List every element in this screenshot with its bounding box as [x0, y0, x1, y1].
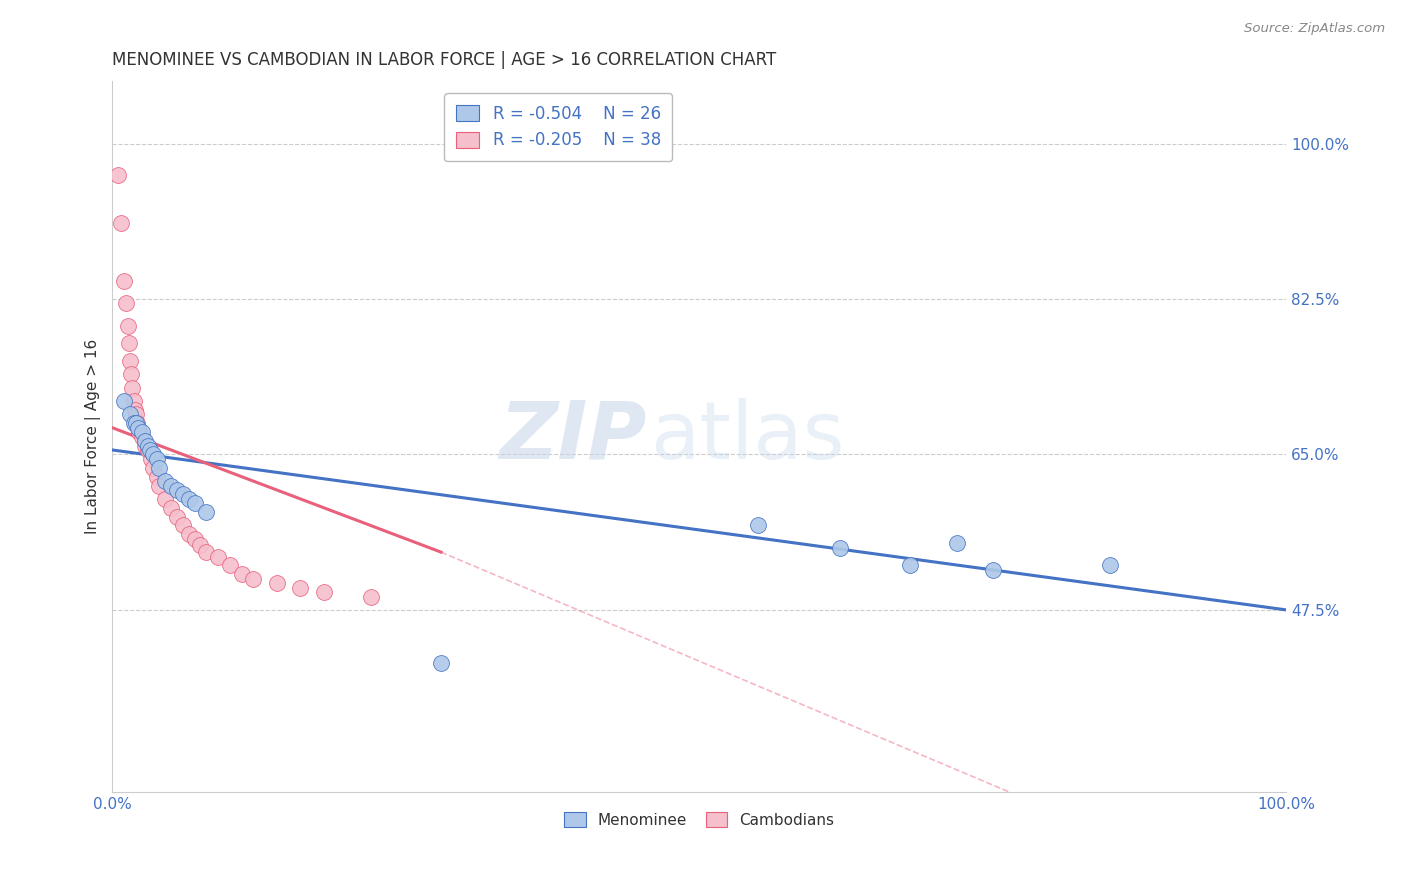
Point: [127, 421, 149, 435]
Point: [218, 558, 240, 573]
Point: [430, 656, 453, 670]
Point: [142, 447, 165, 461]
Point: [120, 368, 142, 382]
Point: [136, 438, 159, 452]
Point: [146, 451, 169, 466]
Point: [148, 460, 170, 475]
Point: [110, 217, 132, 231]
Point: [134, 438, 156, 452]
Text: atlas: atlas: [650, 398, 844, 475]
Point: [195, 545, 218, 559]
Point: [183, 532, 205, 546]
Point: [121, 381, 143, 395]
Point: [131, 425, 153, 440]
Legend: Menominee, Cambodians: Menominee, Cambodians: [558, 806, 841, 834]
Point: [160, 500, 183, 515]
Point: [142, 460, 165, 475]
Text: ZIP: ZIP: [499, 398, 647, 475]
Point: [107, 168, 129, 182]
Point: [177, 527, 200, 541]
Point: [155, 474, 177, 488]
Point: [946, 536, 969, 550]
Point: [139, 451, 162, 466]
Point: [125, 417, 148, 431]
Point: [266, 576, 288, 591]
Point: [195, 505, 218, 519]
Point: [139, 442, 162, 457]
Point: [183, 496, 205, 510]
Point: [190, 538, 212, 552]
Point: [166, 483, 188, 497]
Point: [134, 434, 156, 449]
Point: [288, 581, 311, 595]
Point: [124, 403, 146, 417]
Text: Source: ZipAtlas.com: Source: ZipAtlas.com: [1244, 22, 1385, 36]
Point: [160, 478, 183, 492]
Y-axis label: In Labor Force | Age > 16: In Labor Force | Age > 16: [86, 339, 101, 534]
Point: [828, 541, 851, 555]
Point: [118, 336, 141, 351]
Point: [172, 487, 194, 501]
Point: [112, 274, 135, 288]
Point: [131, 430, 153, 444]
Point: [900, 558, 922, 573]
Point: [125, 408, 148, 422]
Point: [981, 563, 1004, 577]
Point: [155, 491, 177, 506]
Point: [122, 394, 145, 409]
Point: [146, 469, 169, 483]
Point: [242, 572, 264, 586]
Point: [148, 478, 170, 492]
Point: [747, 518, 769, 533]
Point: [207, 549, 229, 564]
Point: [115, 296, 138, 310]
Point: [166, 509, 188, 524]
Text: MENOMINEE VS CAMBODIAN IN LABOR FORCE | AGE > 16 CORRELATION CHART: MENOMINEE VS CAMBODIAN IN LABOR FORCE | …: [112, 51, 776, 69]
Point: [122, 417, 145, 431]
Point: [172, 518, 194, 533]
Point: [231, 567, 253, 582]
Point: [117, 318, 139, 333]
Point: [128, 425, 150, 440]
Point: [360, 590, 382, 604]
Point: [1098, 558, 1121, 573]
Point: [112, 394, 135, 409]
Point: [312, 585, 335, 599]
Point: [136, 442, 159, 457]
Point: [127, 421, 149, 435]
Point: [118, 408, 141, 422]
Point: [125, 417, 148, 431]
Point: [177, 491, 200, 506]
Point: [118, 354, 141, 368]
